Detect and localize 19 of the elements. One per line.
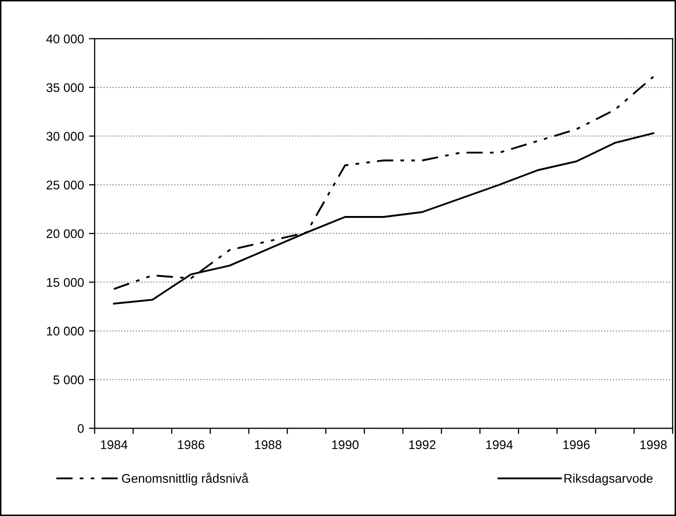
x-tick-label: 1986	[178, 440, 204, 450]
x-tick-label: 1992	[409, 440, 436, 450]
y-tick-label: 15 000	[46, 278, 84, 287]
legend-label: Genomsnittlig rådsnivå	[122, 472, 248, 486]
x-tick-label: 1990	[332, 440, 359, 450]
x-tick-label: 1988	[255, 440, 282, 450]
legend-label: Riksdagsarvode	[564, 474, 653, 486]
y-tick-label: 10 000	[46, 326, 84, 336]
y-tick-label: 0	[78, 424, 84, 433]
x-tick-label: 1994	[486, 440, 513, 450]
x-tick-label: 1984	[100, 440, 128, 450]
y-tick-label: 25 000	[46, 180, 84, 190]
y-tick-label: 35 000	[46, 83, 84, 92]
y-tick-label: 30 000	[46, 132, 84, 141]
y-tick-label: 5 000	[53, 375, 84, 384]
y-tick-label: 20 000	[46, 229, 84, 238]
x-tick-label: 1998	[640, 440, 667, 450]
y-tick-label: 40 000	[46, 34, 84, 44]
x-tick-label: 1996	[563, 440, 590, 450]
